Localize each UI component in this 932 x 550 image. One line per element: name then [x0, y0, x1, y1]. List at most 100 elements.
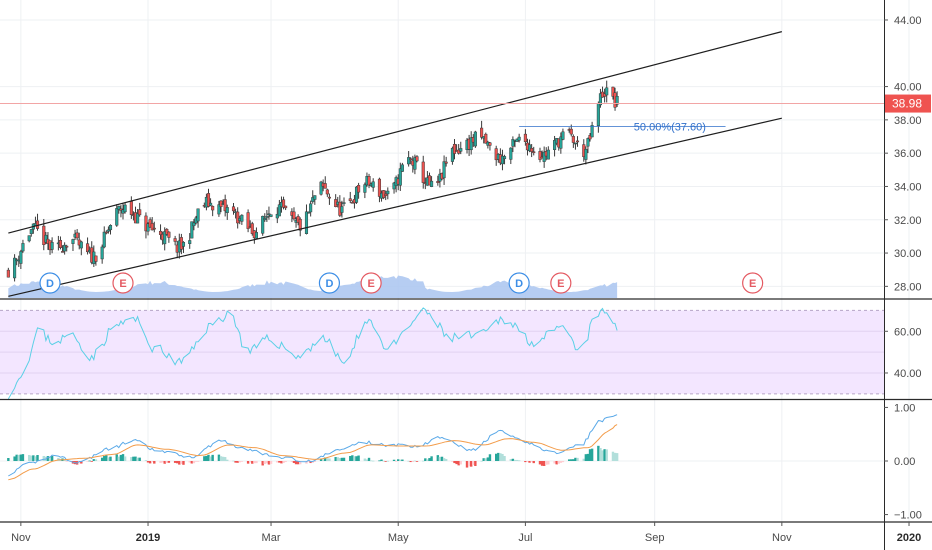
candle[interactable]	[553, 135, 557, 157]
candle[interactable]	[123, 202, 127, 214]
candle[interactable]	[236, 207, 240, 229]
candle[interactable]	[60, 245, 65, 253]
candle[interactable]	[277, 199, 281, 217]
candle[interactable]	[488, 141, 492, 151]
candle[interactable]	[598, 88, 603, 108]
candle[interactable]	[530, 144, 534, 158]
candle[interactable]	[254, 227, 258, 239]
candle[interactable]	[615, 91, 619, 107]
candle[interactable]	[517, 133, 521, 143]
candle[interactable]	[323, 176, 327, 189]
candle[interactable]	[265, 210, 269, 222]
candle[interactable]	[511, 136, 515, 153]
candle[interactable]	[611, 86, 615, 100]
candle[interactable]	[106, 226, 110, 234]
candle[interactable]	[206, 188, 211, 208]
channel-trendline[interactable]	[8, 31, 782, 234]
candle[interactable]	[211, 205, 215, 217]
candle[interactable]	[108, 224, 113, 235]
candle[interactable]	[261, 215, 265, 236]
candle[interactable]	[377, 177, 382, 203]
candle[interactable]	[196, 208, 200, 228]
candle[interactable]	[436, 175, 440, 186]
candle[interactable]	[71, 238, 75, 251]
candle[interactable]	[575, 136, 580, 147]
candle[interactable]	[348, 191, 352, 204]
candle[interactable]	[596, 101, 600, 133]
candle[interactable]	[480, 120, 484, 140]
candle[interactable]	[267, 206, 271, 220]
candle[interactable]	[250, 221, 254, 236]
candle[interactable]	[217, 200, 221, 217]
candle[interactable]	[354, 186, 359, 204]
candle[interactable]	[542, 146, 546, 168]
candle[interactable]	[573, 142, 577, 150]
candle[interactable]	[546, 146, 550, 160]
candle[interactable]	[50, 237, 54, 254]
candle[interactable]	[190, 221, 194, 239]
candle[interactable]	[138, 202, 142, 217]
candle[interactable]	[528, 139, 532, 153]
candle[interactable]	[313, 195, 317, 205]
candle[interactable]	[167, 231, 171, 243]
candle[interactable]	[444, 156, 448, 167]
candle[interactable]	[590, 121, 594, 138]
earnings-marker[interactable]: E	[550, 272, 572, 294]
candle[interactable]	[158, 224, 163, 240]
candle[interactable]	[263, 213, 267, 222]
candle[interactable]	[102, 226, 106, 249]
candle[interactable]	[136, 208, 140, 224]
candle[interactable]	[27, 235, 31, 243]
candle[interactable]	[100, 244, 104, 264]
candle[interactable]	[246, 209, 250, 233]
channel-trendline[interactable]	[8, 117, 782, 297]
candle[interactable]	[115, 204, 119, 227]
candle[interactable]	[6, 267, 10, 278]
candle[interactable]	[484, 132, 488, 144]
candle[interactable]	[13, 254, 17, 282]
candle[interactable]	[392, 181, 396, 194]
candle[interactable]	[457, 144, 461, 155]
candle[interactable]	[292, 207, 296, 221]
candle[interactable]	[150, 217, 154, 231]
candle[interactable]	[357, 182, 361, 199]
candle[interactable]	[35, 213, 40, 231]
candle[interactable]	[146, 222, 150, 236]
earnings-marker[interactable]: E	[360, 272, 382, 294]
candle[interactable]	[452, 139, 457, 160]
candle[interactable]	[19, 249, 23, 270]
candle[interactable]	[327, 193, 331, 205]
candle[interactable]	[421, 155, 425, 189]
candle[interactable]	[192, 219, 196, 231]
candle[interactable]	[442, 155, 446, 185]
candlestick-series[interactable]	[6, 80, 619, 282]
candle[interactable]	[571, 134, 575, 148]
candle[interactable]	[44, 231, 48, 245]
candle[interactable]	[307, 211, 311, 214]
candle[interactable]	[225, 204, 229, 220]
candle[interactable]	[298, 217, 302, 237]
candle[interactable]	[281, 196, 286, 210]
candle[interactable]	[523, 129, 527, 146]
candle[interactable]	[325, 188, 329, 197]
candle[interactable]	[430, 176, 434, 188]
candle[interactable]	[371, 178, 375, 192]
candle[interactable]	[473, 130, 477, 148]
candle[interactable]	[586, 137, 590, 154]
candle[interactable]	[63, 242, 67, 255]
candle[interactable]	[500, 149, 505, 171]
dividend-marker[interactable]: D	[508, 272, 530, 294]
candle[interactable]	[409, 157, 413, 165]
candle[interactable]	[319, 180, 323, 196]
earnings-marker[interactable]: E	[742, 272, 764, 294]
candle[interactable]	[605, 80, 609, 103]
candle[interactable]	[152, 221, 156, 233]
candle[interactable]	[559, 132, 563, 154]
candle[interactable]	[532, 146, 536, 156]
candle[interactable]	[269, 214, 273, 218]
candle[interactable]	[284, 205, 288, 211]
candle[interactable]	[104, 230, 108, 235]
candle[interactable]	[367, 173, 371, 189]
candle[interactable]	[334, 194, 338, 208]
